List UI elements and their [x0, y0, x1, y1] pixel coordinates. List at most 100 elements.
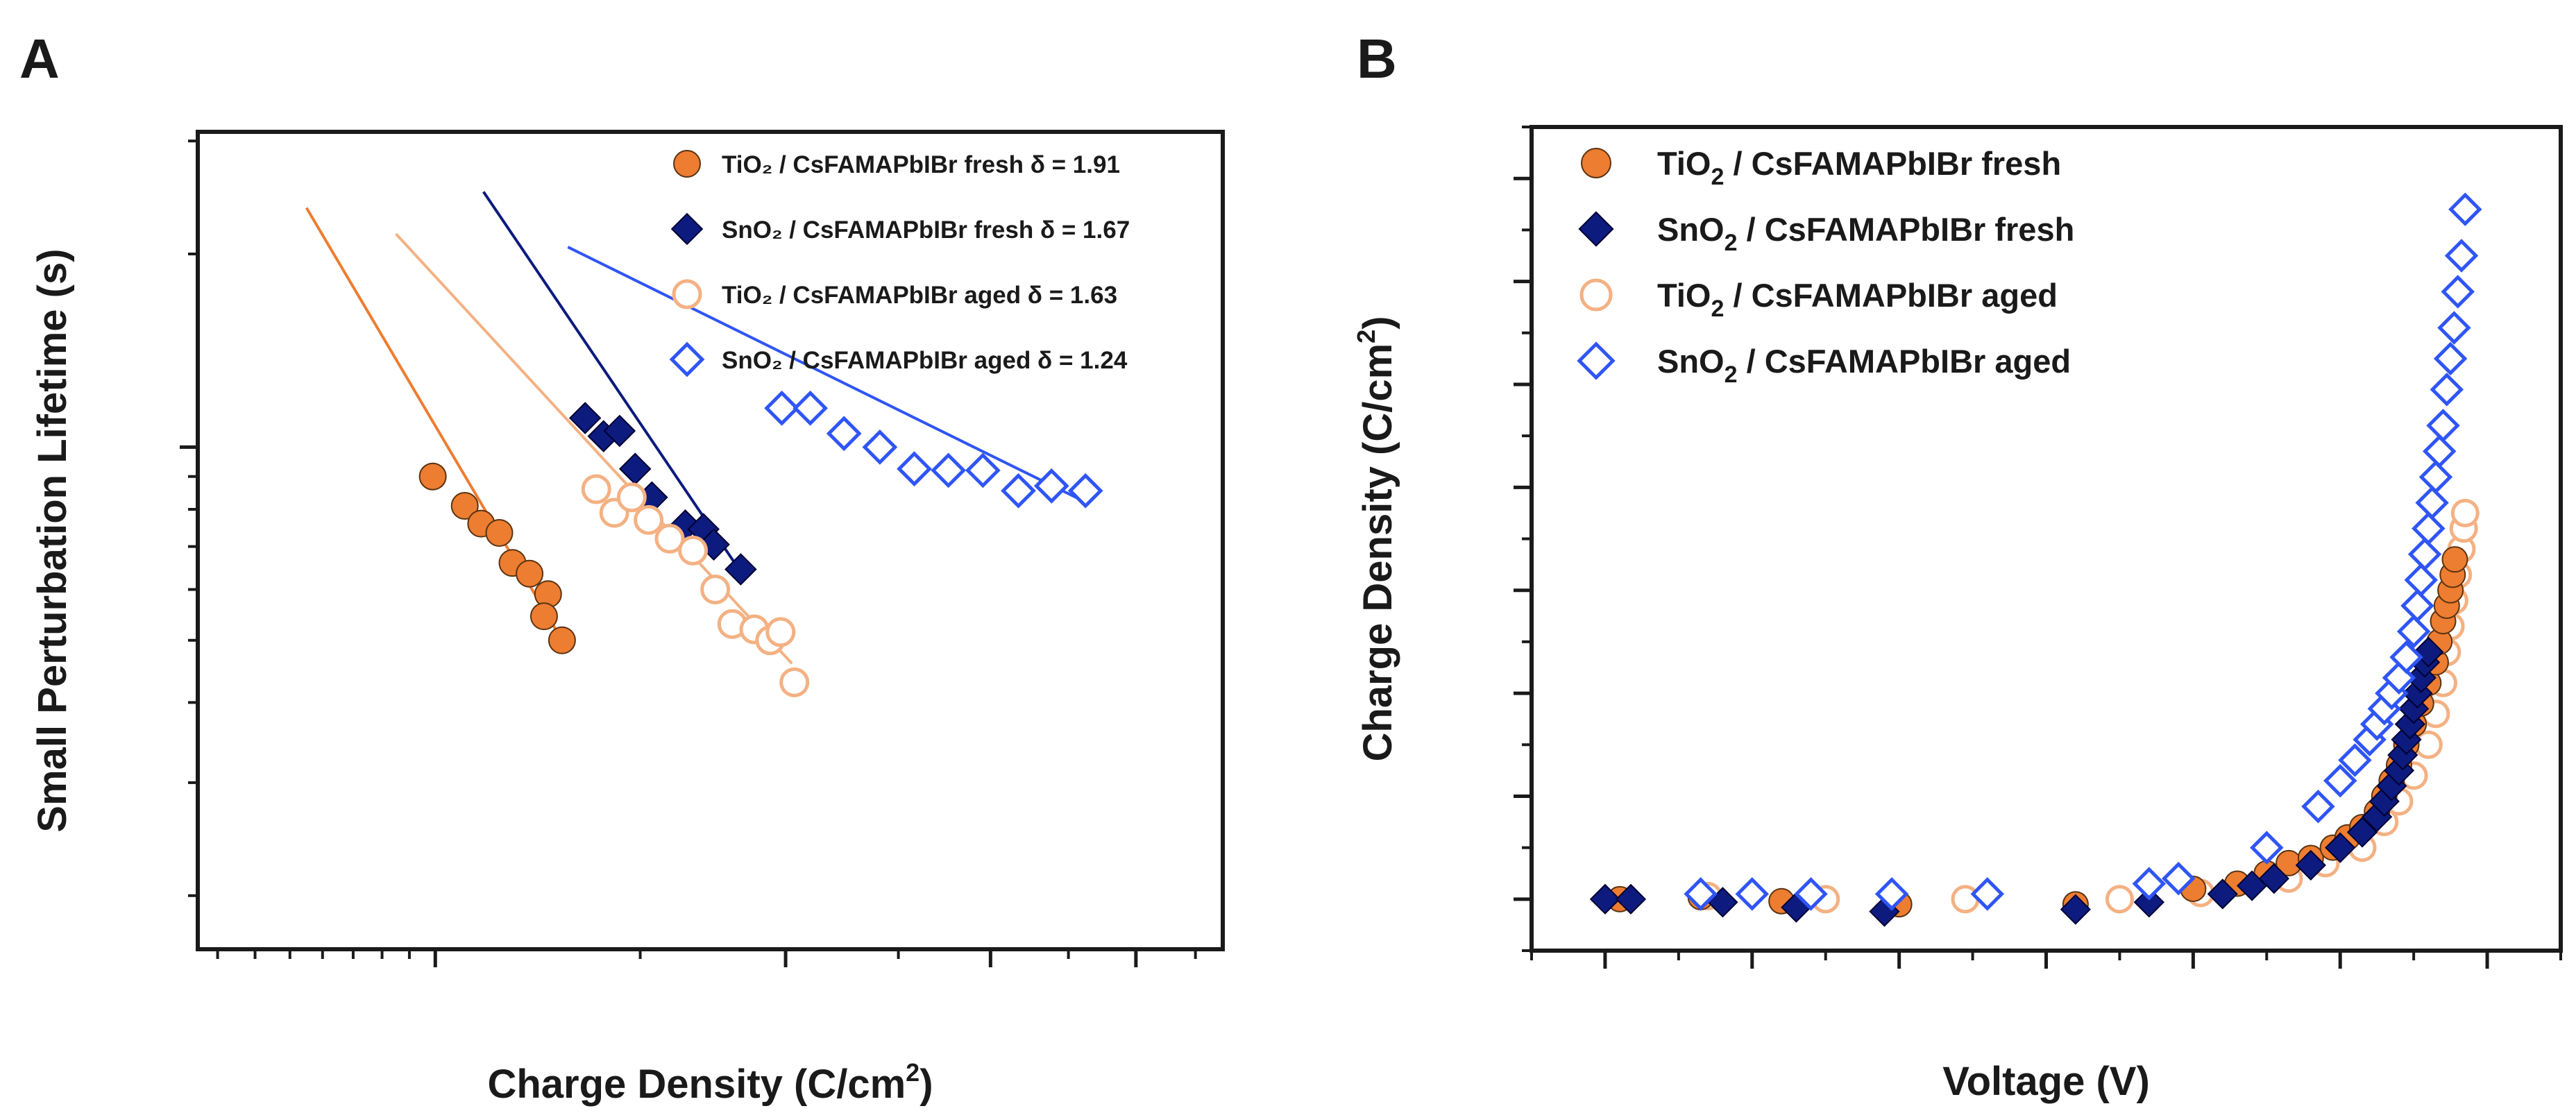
data-point: [2301, 790, 2335, 824]
data-point: [2382, 661, 2416, 695]
legend-label: TiO₂ / CsFAMAPbIBr aged δ = 1.63: [722, 282, 1117, 309]
legend-marker: [1579, 278, 1613, 312]
legend-label: SnO2 / CsFAMAPbIBr aged: [1657, 343, 2071, 388]
data-point: [700, 575, 731, 605]
data-point: [485, 519, 514, 547]
x-axis-title-end: ): [920, 1062, 933, 1107]
data-point: [634, 504, 664, 535]
legend-label: TiO2 / CsFAMAPbIBr aged: [1657, 277, 2058, 322]
legend-label-sub: 2: [1711, 164, 1724, 190]
data-point: [1874, 877, 1909, 911]
fit-line: [482, 191, 745, 577]
data-point: [654, 523, 685, 554]
data-point: [1794, 877, 1828, 911]
x-axis-title-text: Charge Density (C/cm: [487, 1062, 906, 1107]
legend-marker: [1577, 341, 1616, 380]
data-point: [2414, 730, 2443, 759]
data-point: [2418, 460, 2453, 494]
x-axis-title: Charge Density (C/cm2): [487, 1058, 933, 1107]
data-point: [2060, 894, 2091, 925]
y-axis-title: Small Perturbation Lifetime (s): [30, 248, 75, 832]
fit-line: [567, 246, 1087, 504]
data-point: [2430, 373, 2464, 407]
data-point: [793, 390, 828, 426]
data-point: [603, 414, 636, 448]
data-point: [2207, 878, 2238, 910]
data-point: [826, 416, 862, 452]
y-axis-title-sup: 2: [1352, 330, 1380, 343]
legend-marker: [673, 150, 701, 178]
data-point: [2407, 537, 2442, 571]
data-point: [2441, 275, 2475, 309]
data-point: [1067, 473, 1103, 509]
data-point: [2437, 311, 2471, 345]
y-axis-title: Charge Density (C/cm2): [1352, 316, 1400, 761]
data-point: [1589, 883, 1621, 915]
x-axis-title: Voltage (V): [1942, 1059, 2150, 1104]
data-point: [529, 602, 558, 631]
legend-label-sub: 2: [1725, 362, 1738, 388]
data-point: [2441, 546, 2468, 573]
data-point: [2448, 192, 2482, 226]
data-point: [418, 462, 447, 491]
data-point: [516, 559, 544, 588]
data-point: [931, 452, 967, 488]
legend-marker: [1581, 148, 1611, 178]
data-point: [2412, 511, 2446, 545]
data-point: [2415, 486, 2449, 520]
data-point: [1735, 877, 1770, 911]
data-point: [897, 451, 932, 487]
legend-label-text: SnO: [1657, 211, 1725, 248]
data-point: [2400, 588, 2434, 623]
plot-frame: [1530, 125, 2563, 953]
data-point: [2422, 434, 2457, 468]
legend-label-sub: 2: [1725, 230, 1738, 256]
data-point: [2133, 887, 2164, 918]
data-point: [2450, 498, 2480, 527]
data-point: [1615, 883, 1647, 915]
legend-label: SnO2 / CsFAMAPbIBr fresh: [1657, 211, 2074, 256]
data-point: [2433, 341, 2468, 376]
panel-b-letter: B: [1357, 28, 1397, 90]
data-point: [2161, 861, 2196, 896]
data-point: [618, 452, 652, 485]
data-point: [965, 452, 1001, 488]
data-point: [2132, 867, 2167, 901]
data-point: [2338, 743, 2372, 777]
data-point: [548, 626, 576, 654]
legend-label: TiO₂ / CsFAMAPbIBr fresh δ = 1.91: [722, 151, 1120, 178]
data-point: [2325, 832, 2356, 863]
legend-label: SnO₂ / CsFAMAPbIBr fresh δ = 1.67: [722, 216, 1130, 244]
legend-label-text: TiO: [1657, 145, 1711, 182]
legend-marker: [1578, 211, 1614, 247]
data-point: [581, 474, 611, 504]
data-point: [2105, 885, 2134, 914]
data-point: [2426, 409, 2460, 443]
data-point: [2258, 863, 2289, 894]
data-point: [568, 402, 602, 434]
data-point: [1951, 885, 1980, 914]
data-point: [1970, 877, 2004, 911]
legend-marker: [670, 212, 704, 246]
data-point: [765, 617, 796, 647]
legend-marker: [669, 341, 705, 377]
data-point: [724, 553, 757, 586]
data-point: [2250, 831, 2284, 865]
x-axis-title-sup: 2: [906, 1058, 920, 1087]
y-axis-title-text: Charge Density (C/cm: [1355, 343, 1400, 762]
charge-density-chart: Voltage (V)Charge Density (C/cm2)TiO2 / …: [1352, 125, 2563, 1104]
plot-frame: [196, 130, 1225, 951]
legend-label-rest: / CsFAMAPbIBr aged: [1738, 343, 2071, 380]
data-point: [450, 492, 479, 520]
legend-label-text: SnO: [1657, 343, 1725, 380]
data-point: [2346, 817, 2378, 848]
legend-label-rest: / CsFAMAPbIBr aged: [1724, 277, 2058, 314]
data-point: [616, 482, 647, 513]
data-point: [2405, 662, 2437, 693]
data-point: [862, 429, 898, 465]
panel-a-letter: A: [19, 28, 60, 90]
data-point: [2444, 239, 2479, 273]
data-point: [678, 535, 709, 566]
data-point: [1684, 877, 1718, 911]
